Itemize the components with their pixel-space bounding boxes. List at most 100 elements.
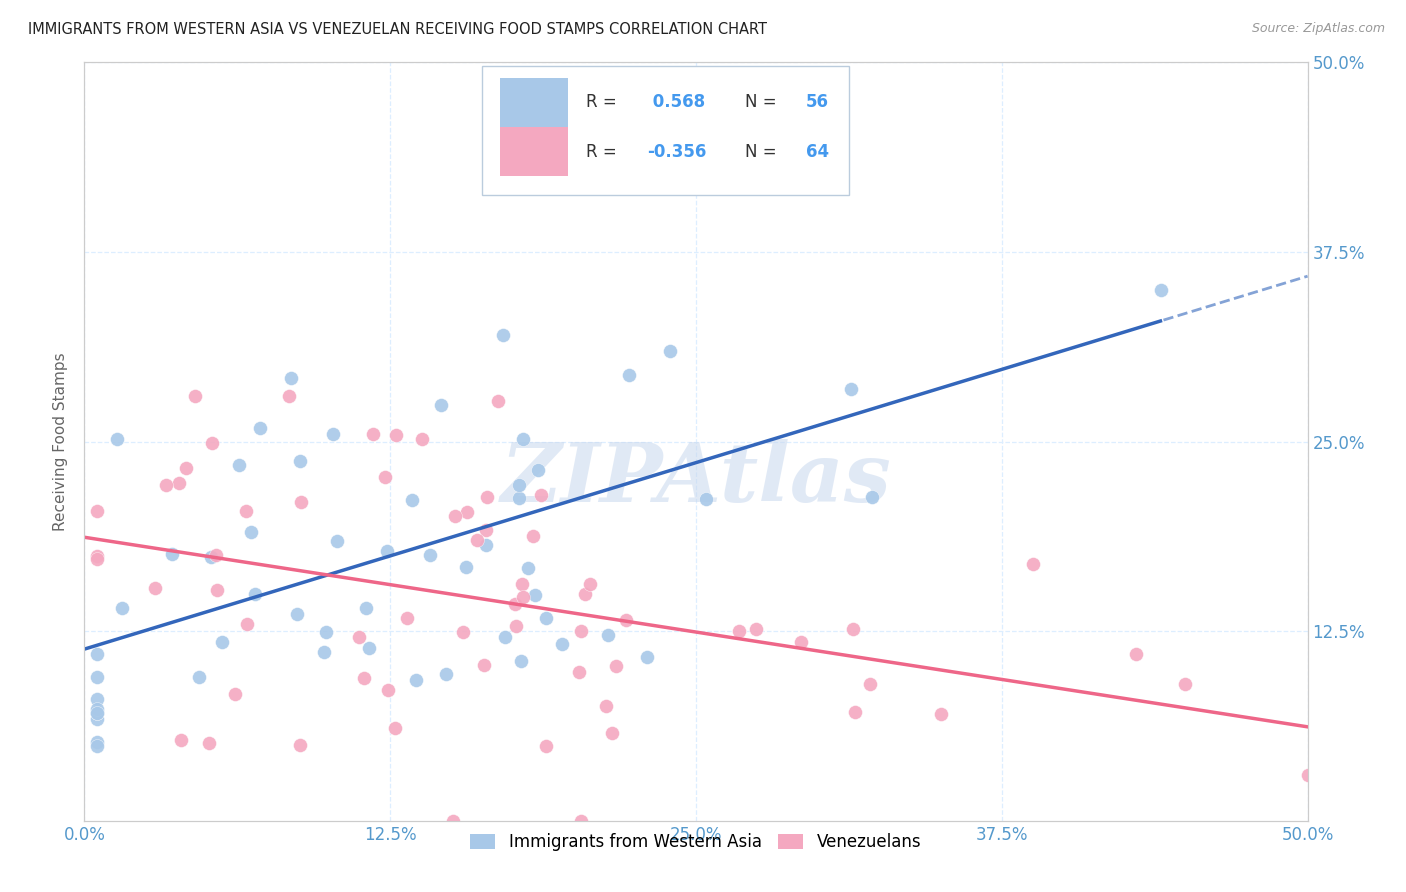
Point — [842, 623, 865, 637]
Point — [290, 495, 312, 509]
Point — [595, 698, 617, 713]
Legend: Immigrants from Western Asia, Venezuelans: Immigrants from Western Asia, Venezuelan… — [464, 827, 928, 858]
Point — [1296, 768, 1319, 782]
FancyBboxPatch shape — [501, 78, 568, 127]
Point — [86, 504, 108, 518]
Point — [239, 525, 262, 540]
Point — [465, 533, 488, 547]
Point — [508, 478, 530, 492]
Text: R =: R = — [586, 94, 621, 112]
Point — [285, 607, 308, 621]
Point — [405, 673, 427, 687]
Point — [534, 611, 557, 625]
Point — [86, 735, 108, 749]
Point — [636, 649, 658, 664]
Point — [201, 435, 224, 450]
Point — [86, 552, 108, 566]
Point — [475, 491, 498, 505]
Point — [361, 426, 384, 441]
Point — [174, 461, 197, 475]
Point — [155, 478, 177, 492]
Point — [522, 529, 544, 543]
Point — [288, 454, 311, 468]
Point — [86, 647, 108, 661]
Point — [184, 389, 207, 403]
Text: IMMIGRANTS FROM WESTERN ASIA VS VENEZUELAN RECEIVING FOOD STAMPS CORRELATION CHA: IMMIGRANTS FROM WESTERN ASIA VS VENEZUEL… — [28, 22, 768, 37]
Point — [605, 659, 627, 673]
Point — [569, 624, 592, 638]
Point — [86, 739, 108, 753]
Text: 64: 64 — [806, 143, 830, 161]
Point — [430, 398, 453, 412]
Point — [315, 625, 337, 640]
Point — [475, 523, 498, 537]
Point — [844, 706, 866, 720]
Point — [198, 736, 221, 750]
Point — [510, 576, 533, 591]
Point — [527, 463, 550, 477]
Point — [143, 581, 166, 595]
Point — [745, 622, 768, 636]
Point — [375, 544, 398, 558]
Point — [357, 641, 380, 656]
Point — [245, 587, 267, 601]
FancyBboxPatch shape — [482, 66, 849, 195]
Point — [1022, 557, 1045, 571]
Point — [510, 655, 533, 669]
Text: R =: R = — [586, 143, 621, 161]
Point — [86, 713, 108, 727]
Point — [494, 631, 516, 645]
Point — [277, 389, 299, 403]
Point — [322, 427, 344, 442]
Point — [517, 561, 540, 575]
Point — [441, 814, 464, 828]
Text: ZIPAtlas: ZIPAtlas — [501, 440, 891, 519]
Point — [1174, 677, 1197, 691]
Point — [839, 382, 862, 396]
Point — [86, 692, 108, 706]
Point — [236, 616, 259, 631]
Point — [486, 394, 509, 409]
Point — [616, 613, 638, 627]
Point — [288, 738, 311, 752]
Point — [530, 488, 553, 502]
Point — [105, 433, 128, 447]
Point — [347, 630, 370, 644]
Point — [86, 706, 108, 720]
Point — [187, 670, 209, 684]
Point — [617, 368, 640, 382]
Point — [326, 534, 349, 549]
Point — [384, 721, 406, 735]
Point — [568, 665, 591, 679]
Point — [534, 739, 557, 753]
Text: Source: ZipAtlas.com: Source: ZipAtlas.com — [1251, 22, 1385, 36]
Point — [658, 344, 681, 359]
Point — [436, 666, 458, 681]
Point — [411, 432, 433, 446]
Point — [512, 590, 534, 604]
Point — [86, 670, 108, 684]
Point — [86, 549, 108, 563]
Point — [205, 548, 228, 562]
Point — [858, 677, 880, 691]
Point — [475, 538, 498, 552]
Point — [569, 814, 592, 828]
Point — [200, 550, 222, 565]
Point — [211, 634, 233, 648]
Point — [929, 707, 952, 722]
FancyBboxPatch shape — [501, 127, 568, 177]
Point — [280, 371, 302, 385]
Text: -0.356: -0.356 — [647, 143, 706, 161]
Point — [456, 505, 478, 519]
Point — [385, 428, 408, 442]
Point — [111, 601, 134, 615]
Point — [728, 624, 751, 638]
Point — [612, 146, 634, 161]
Point — [505, 618, 527, 632]
Point — [524, 588, 547, 602]
Point — [472, 658, 495, 673]
Point — [377, 683, 399, 698]
Point — [600, 726, 623, 740]
Point — [86, 701, 108, 715]
Point — [235, 504, 257, 518]
